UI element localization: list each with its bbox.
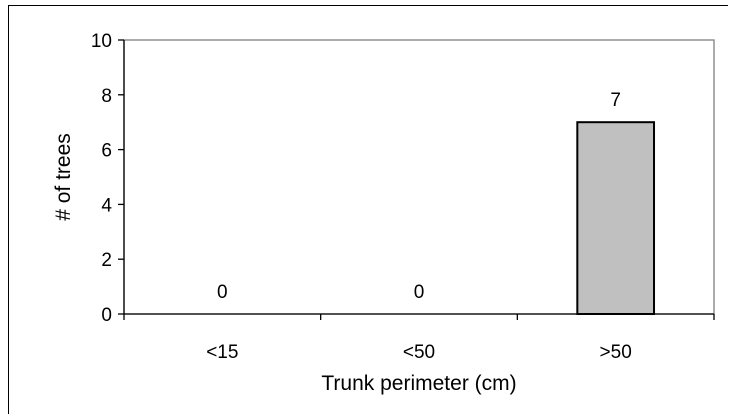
bar-data-label: 0 xyxy=(217,282,228,303)
x-tick-label: <50 xyxy=(403,342,435,363)
y-axis-ticks: 0 2 4 6 8 10 xyxy=(91,31,124,326)
y-axis-title: # of trees xyxy=(52,133,75,221)
y-tick-label: 4 xyxy=(101,195,112,216)
y-tick-label: 8 xyxy=(101,86,112,107)
y-tick-label: 2 xyxy=(101,250,112,271)
y-tick-label: 10 xyxy=(91,31,112,52)
x-tick-label: >50 xyxy=(600,342,632,363)
data-labels: 0 0 7 xyxy=(217,90,621,303)
y-tick-label: 6 xyxy=(101,141,112,162)
bar-data-label: 7 xyxy=(610,90,621,111)
y-tick-label: 0 xyxy=(101,305,112,326)
x-axis-title: Trunk perimeter (cm) xyxy=(321,372,516,395)
bar-data-label: 0 xyxy=(414,282,425,303)
bars xyxy=(576,121,656,315)
chart-frame xyxy=(8,5,728,414)
x-axis-ticks: <15 <50 >50 xyxy=(123,314,715,363)
bar xyxy=(576,121,656,315)
x-tick-label: <15 xyxy=(206,342,238,363)
